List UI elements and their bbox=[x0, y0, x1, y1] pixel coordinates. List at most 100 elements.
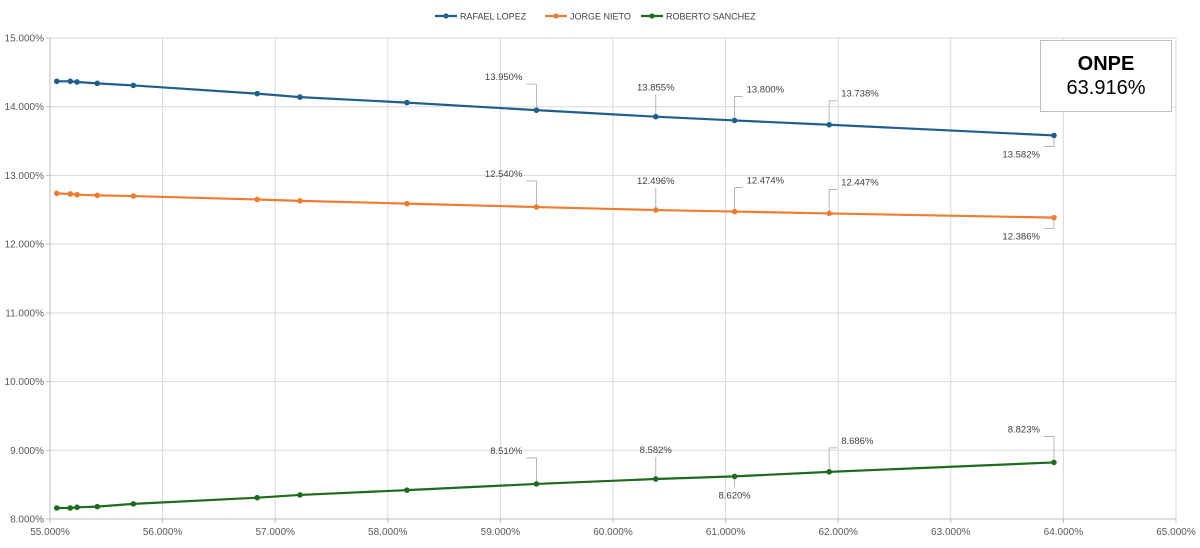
data-point-rafael-lopez bbox=[404, 99, 410, 106]
label-leader-jorge-nieto bbox=[734, 187, 743, 212]
data-point-roberto-sanchez bbox=[130, 501, 137, 507]
data-point-rafael-lopez bbox=[731, 117, 738, 124]
data-label-roberto-sanchez: 8.582% bbox=[640, 445, 673, 456]
x-tick-label: 61.000% bbox=[706, 527, 746, 538]
data-point-rafael-lopez bbox=[74, 79, 80, 85]
legend-marker-rafael-lopez bbox=[443, 13, 449, 19]
data-label-jorge-nieto: 12.474% bbox=[747, 176, 785, 187]
data-point-jorge-nieto bbox=[74, 191, 80, 198]
x-tick-label: 60.000% bbox=[593, 527, 633, 538]
x-tick-label: 55.000% bbox=[30, 527, 70, 538]
x-tick-label: 58.000% bbox=[368, 527, 408, 538]
data-label-roberto-sanchez: 8.510% bbox=[490, 446, 523, 457]
legend-label-rafael-lopez: RAFAEL LOPEZ bbox=[460, 12, 527, 22]
data-point-roberto-sanchez bbox=[533, 481, 540, 487]
onpe-annotation-box: ONPE 63.916% bbox=[1040, 40, 1172, 112]
x-tick-label: 56.000% bbox=[143, 527, 183, 538]
data-label-rafael-lopez: 13.950% bbox=[485, 72, 523, 83]
data-label-rafael-lopez: 13.855% bbox=[637, 83, 675, 94]
data-label-jorge-nieto: 12.496% bbox=[637, 176, 675, 187]
data-point-jorge-nieto bbox=[1051, 214, 1057, 221]
data-point-jorge-nieto bbox=[826, 210, 832, 217]
data-point-rafael-lopez bbox=[94, 80, 101, 87]
y-tick-label: 15.000% bbox=[5, 34, 45, 45]
data-labels: 13.950% 13.855% 13.800% 13.738% 13.582% 12.54… bbox=[485, 72, 1041, 501]
data-point-rafael-lopez bbox=[67, 78, 74, 85]
label-leader-rafael-lopez bbox=[1043, 135, 1055, 147]
data-point-rafael-lopez bbox=[1051, 132, 1057, 139]
data-point-jorge-nieto bbox=[130, 193, 137, 199]
series-line-rafael-lopez bbox=[56, 80, 1054, 137]
data-point-rafael-lopez bbox=[297, 94, 303, 100]
data-label-jorge-nieto: 12.386% bbox=[1002, 232, 1040, 243]
data-point-jorge-nieto bbox=[731, 208, 738, 215]
data-label-jorge-nieto: 12.447% bbox=[841, 177, 879, 188]
data-point-roberto-sanchez bbox=[67, 505, 74, 511]
data-point-jorge-nieto bbox=[404, 200, 410, 207]
legend-marker-jorge-nieto bbox=[553, 13, 559, 19]
data-point-roberto-sanchez bbox=[826, 469, 832, 475]
data-point-jorge-nieto bbox=[94, 192, 101, 199]
legend-label-roberto-sanchez: ROBERTO SANCHEZ bbox=[666, 12, 756, 22]
x-tick-label: 64.000% bbox=[1044, 527, 1084, 538]
grid-lines bbox=[50, 37, 1177, 519]
label-leader-rafael-lopez bbox=[734, 96, 743, 121]
data-point-jorge-nieto bbox=[297, 198, 303, 204]
legend: RAFAEL LOPEZ JORGE NIETO ROBERTO SANCHEZ bbox=[435, 12, 756, 22]
data-point-jorge-nieto bbox=[533, 204, 540, 210]
data-label-rafael-lopez: 13.582% bbox=[1002, 149, 1040, 160]
tick-labels: 55.000% 56.000% 57.000% 58.000% 59.000% 60.00… bbox=[5, 34, 1196, 539]
data-point-roberto-sanchez bbox=[254, 494, 260, 501]
data-point-rafael-lopez bbox=[826, 121, 832, 128]
data-point-rafael-lopez bbox=[130, 82, 137, 89]
data-label-roberto-sanchez: 8.823% bbox=[1008, 424, 1041, 435]
data-point-roberto-sanchez bbox=[1051, 459, 1057, 466]
y-tick-label: 12.000% bbox=[5, 240, 45, 251]
series-line-roberto-sanchez bbox=[56, 461, 1054, 510]
data-point-roberto-sanchez bbox=[731, 473, 738, 480]
y-tick-label: 11.000% bbox=[5, 308, 44, 319]
y-tick-label: 13.000% bbox=[5, 171, 45, 182]
label-leader-lines bbox=[526, 83, 1055, 488]
data-point-rafael-lopez bbox=[53, 78, 60, 85]
data-label-rafael-lopez: 13.738% bbox=[841, 89, 879, 100]
x-tick-label: 65.000% bbox=[1156, 527, 1196, 538]
data-point-roberto-sanchez bbox=[652, 476, 659, 482]
y-tick-label: 10.000% bbox=[5, 377, 45, 388]
label-leader-rafael-lopez bbox=[526, 83, 537, 111]
data-point-jorge-nieto bbox=[254, 196, 260, 203]
label-leader-roberto-sanchez bbox=[1043, 436, 1055, 463]
data-point-jorge-nieto bbox=[67, 191, 74, 197]
data-point-jorge-nieto bbox=[652, 207, 659, 213]
data-point-roberto-sanchez bbox=[74, 504, 80, 511]
y-tick-label: 14.000% bbox=[5, 102, 45, 113]
data-point-roberto-sanchez bbox=[53, 505, 60, 511]
label-leader-roberto-sanchez bbox=[828, 447, 838, 472]
onpe-value: 63.916% bbox=[1066, 77, 1146, 99]
x-tick-label: 63.000% bbox=[931, 527, 971, 538]
data-point-roberto-sanchez bbox=[404, 487, 410, 493]
label-leader-roberto-sanchez bbox=[526, 457, 537, 484]
data-label-roberto-sanchez: 8.620% bbox=[718, 490, 751, 501]
data-point-roberto-sanchez bbox=[94, 503, 101, 510]
label-leader-jorge-nieto bbox=[526, 180, 537, 208]
y-tick-label: 8.000% bbox=[10, 515, 44, 526]
data-label-jorge-nieto: 12.540% bbox=[485, 169, 523, 180]
data-label-roberto-sanchez: 8.686% bbox=[841, 436, 874, 447]
x-tick-label: 59.000% bbox=[481, 527, 521, 538]
y-tick-label: 9.000% bbox=[10, 446, 44, 457]
data-point-jorge-nieto bbox=[53, 190, 60, 197]
data-point-rafael-lopez bbox=[254, 90, 260, 97]
x-tick-label: 57.000% bbox=[255, 527, 295, 538]
label-leader-jorge-nieto bbox=[828, 189, 838, 214]
label-leader-rafael-lopez bbox=[828, 100, 838, 125]
data-point-rafael-lopez bbox=[652, 113, 659, 120]
onpe-title: ONPE bbox=[1077, 53, 1135, 75]
data-point-rafael-lopez bbox=[533, 107, 540, 113]
axes bbox=[46, 37, 1177, 523]
data-point-roberto-sanchez bbox=[297, 492, 303, 498]
legend-label-jorge-nieto: JORGE NIETO bbox=[570, 12, 631, 22]
series-lines bbox=[53, 78, 1057, 511]
legend-marker-roberto-sanchez bbox=[649, 13, 655, 19]
